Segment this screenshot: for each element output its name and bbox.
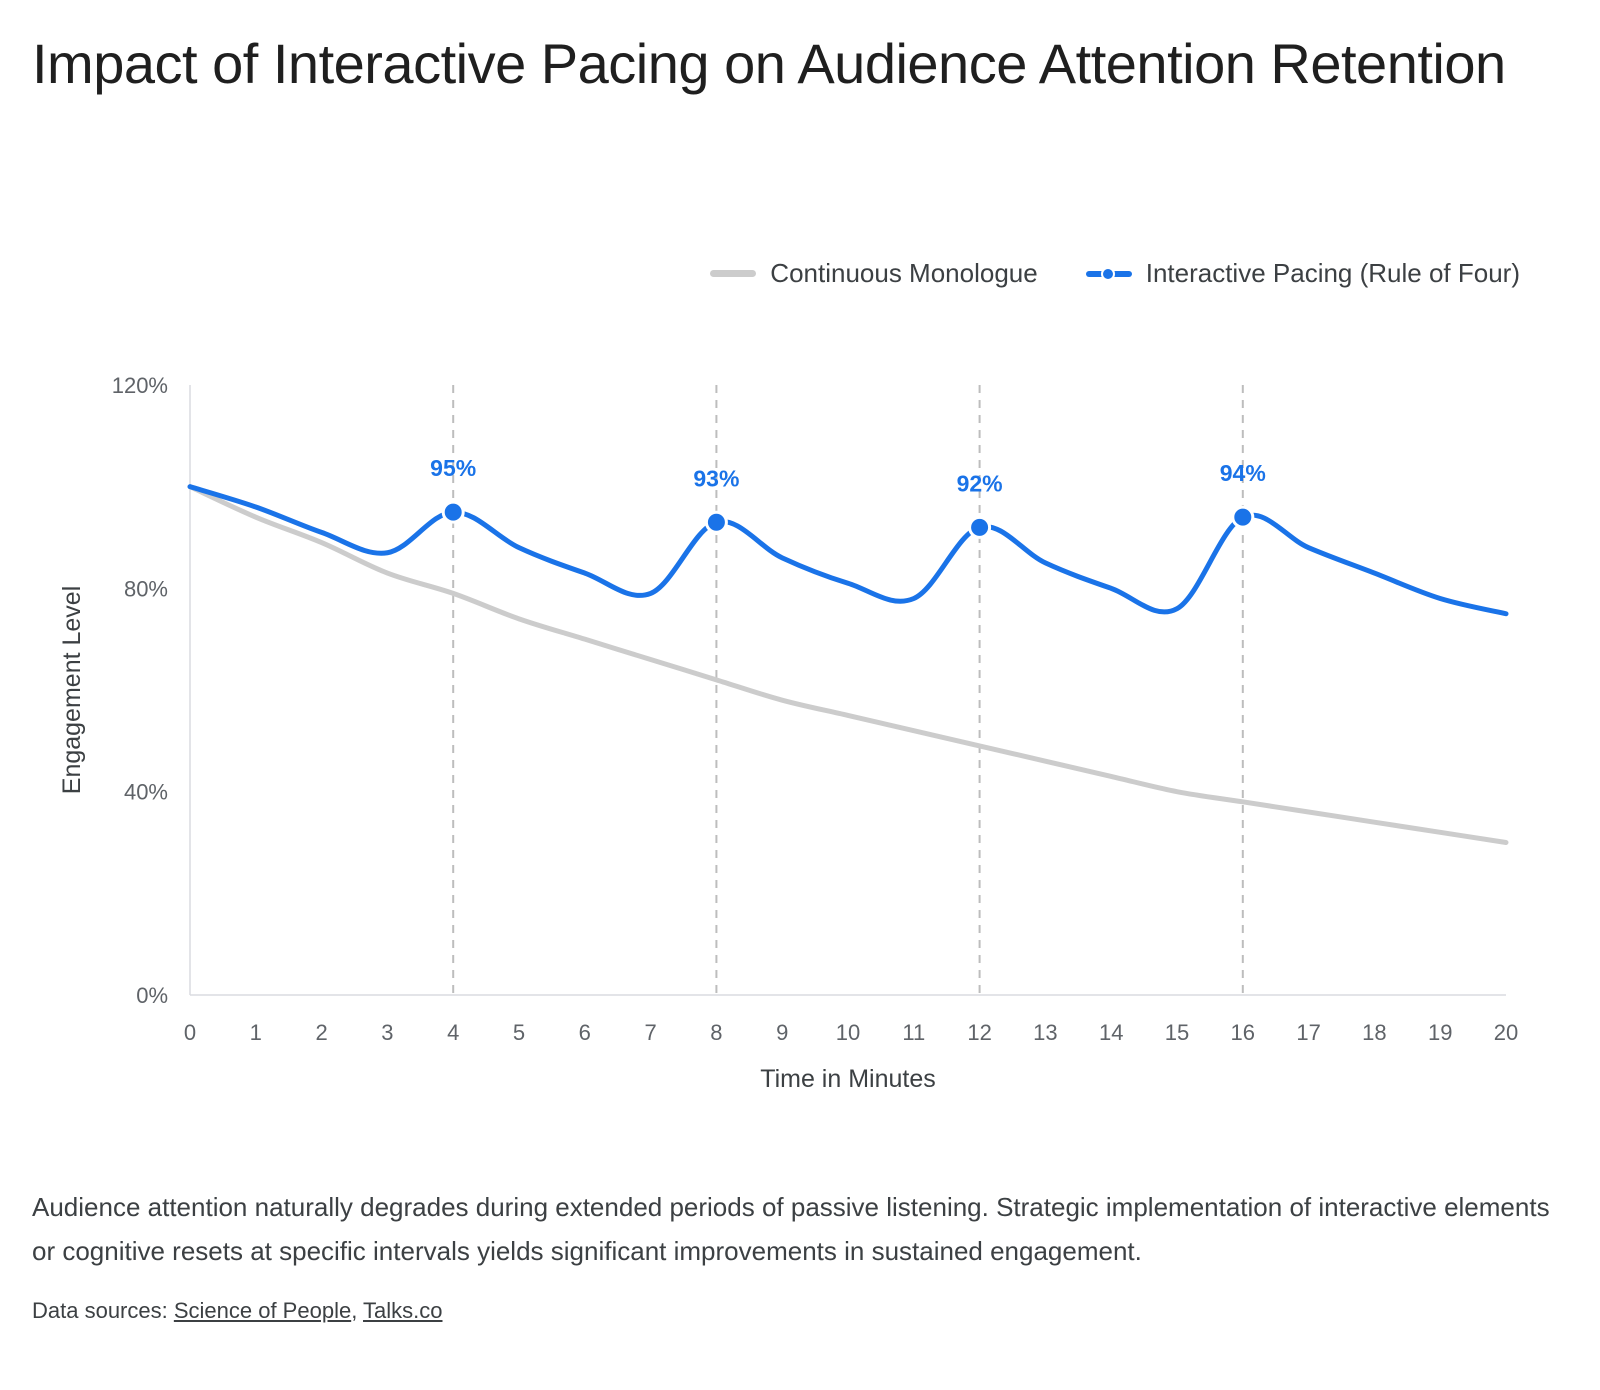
series-line-monologue[interactable] (187, 484, 1509, 845)
x-tick-label: 15 (1165, 1020, 1189, 1045)
legend-item-monologue[interactable]: Continuous Monologue (710, 258, 1038, 289)
peak-marker[interactable] (441, 500, 465, 524)
y-tick-label: 120% (112, 373, 168, 398)
series-line-interactive[interactable] (187, 484, 1509, 617)
source-link-talks-co[interactable]: Talks.co (363, 1298, 443, 1323)
y-tick-label: 0% (136, 983, 168, 1008)
legend-swatch-monologue (710, 270, 757, 277)
x-tick-label: 2 (315, 1020, 327, 1045)
data-sources: Data sources: Science of People, Talks.c… (32, 1298, 443, 1324)
line-chart: 0%40%80%120%0 1 2 3 4 5 6 7 8 9 10 11 12 13 14 15 16 17 18… (58, 373, 1518, 1093)
y-tick-label: 40% (124, 780, 168, 805)
legend-label-monologue: Continuous Monologue (770, 258, 1038, 288)
source-link-science-of-people[interactable]: Science of People (173, 1298, 352, 1323)
y-tick-label: 80% (124, 576, 168, 601)
x-tick-label: 6 (579, 1020, 591, 1045)
x-tick-label: 5 (513, 1020, 525, 1045)
chart-title: Impact of Interactive Pacing on Audience… (32, 32, 1506, 95)
x-tick-label: 17 (1296, 1020, 1320, 1045)
legend-label-interactive: Interactive Pacing (Rule of Four) (1145, 258, 1520, 288)
x-tick-label: 14 (1099, 1020, 1123, 1045)
peak-label: 94% (1220, 460, 1266, 486)
chart-legend: Continuous Monologue Interactive Pacing … (710, 258, 1520, 289)
x-tick-label: 3 (381, 1020, 393, 1045)
reference-lines (452, 385, 1244, 995)
peak-label: 93% (693, 465, 739, 491)
x-tick-label: 7 (644, 1020, 656, 1045)
x-axis-title: Time in Minutes (760, 1065, 936, 1093)
peak-marker[interactable] (704, 510, 728, 534)
chart-description: Audience attention naturally degrades du… (32, 1192, 1550, 1266)
peak-marker[interactable] (968, 515, 992, 539)
sources-label: Data sources: (32, 1298, 174, 1323)
x-tick-label: 9 (776, 1020, 788, 1045)
peak-label: 92% (957, 470, 1003, 496)
x-tick-label: 11 (902, 1020, 925, 1045)
x-tick-label: 13 (1033, 1020, 1057, 1045)
chart-axes: 0%40%80%120%0 1 2 3 4 5 6 7 8 9 10 11 12 13 14 15 16 17 18… (58, 373, 1518, 1093)
peak-label: 95% (430, 455, 476, 481)
peak-marker[interactable] (1231, 505, 1255, 529)
chart-markers: 95% 93% 92% 94% (430, 455, 1266, 539)
x-tick-label: 8 (710, 1020, 722, 1045)
x-tick-label: 12 (967, 1020, 991, 1045)
sources-separator: , (351, 1298, 364, 1323)
x-tick-label: 4 (447, 1020, 459, 1045)
legend-swatch-interactive (1085, 266, 1132, 281)
y-axis-title: Engagement Level (58, 586, 86, 794)
x-tick-label: 0 (184, 1020, 196, 1045)
x-tick-label: 16 (1231, 1020, 1255, 1045)
chart-series (187, 484, 1509, 845)
legend-item-interactive[interactable]: Interactive Pacing (Rule of Four) (1085, 258, 1520, 289)
x-tick-label: 19 (1428, 1020, 1452, 1045)
x-tick-label: 10 (836, 1020, 860, 1045)
x-tick-label: 18 (1362, 1020, 1386, 1045)
x-tick-label: 1 (250, 1020, 262, 1045)
x-tick-label: 20 (1494, 1020, 1518, 1045)
